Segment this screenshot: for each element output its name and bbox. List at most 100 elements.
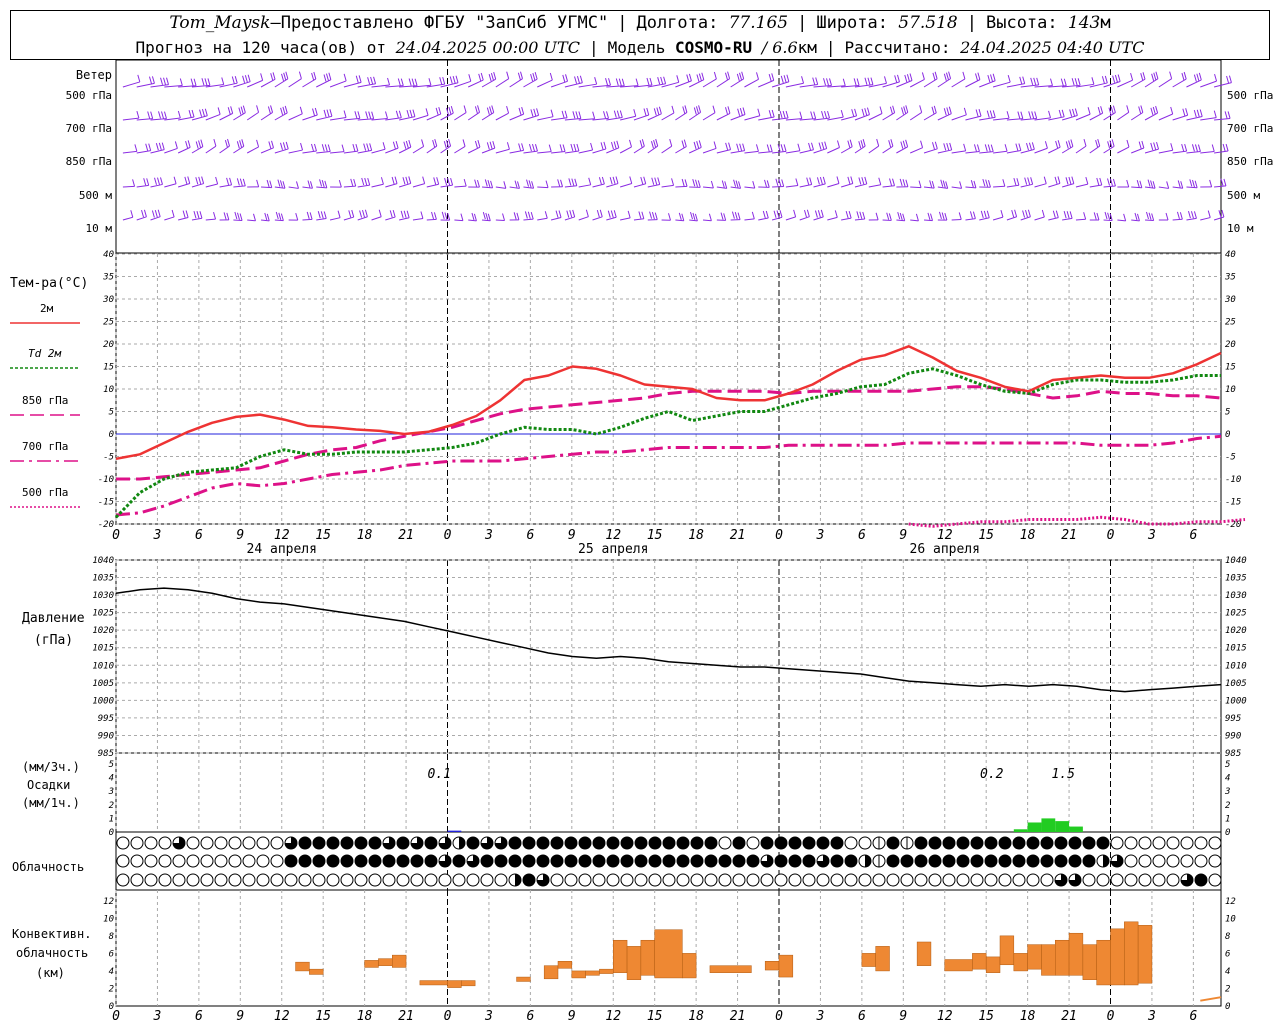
wind-barb-feather	[613, 110, 617, 118]
y-tick-right: 4	[1225, 774, 1230, 784]
cloud-circle	[914, 854, 928, 868]
wind-barb-feather	[253, 213, 256, 221]
wind-barb-feather	[607, 210, 611, 218]
wind-barb-feather	[660, 76, 664, 85]
wind-barb-feather	[408, 139, 412, 148]
wind-barb-feather	[821, 141, 825, 150]
wind-barb-feather	[859, 211, 863, 219]
wind-barb-feather	[771, 109, 775, 118]
wind-barb-feather	[731, 211, 735, 219]
wind-barb-feather	[213, 139, 217, 147]
wind-barb	[440, 112, 454, 121]
cloud-circle	[382, 854, 396, 868]
wind-barb-feather	[814, 210, 818, 218]
wind-barb-feather	[348, 210, 352, 218]
cloud-circle	[662, 873, 676, 887]
wind-barb	[399, 182, 411, 188]
wind-barb-feather	[894, 75, 898, 83]
wind-barb-feather	[285, 71, 289, 79]
hour-label-top: 6	[526, 528, 534, 543]
wind-barb-feather	[173, 176, 177, 184]
wind-barb-feather	[560, 179, 564, 187]
wind-barb-feather	[1138, 106, 1142, 114]
wind-barb-feather	[603, 141, 607, 150]
wind-barb	[730, 78, 744, 88]
wind-barb	[1144, 78, 1159, 88]
wind-barb	[702, 147, 717, 154]
wind-barb-feather	[198, 176, 202, 185]
y-tick-left: 0	[109, 828, 114, 838]
wind-barb	[1006, 216, 1017, 221]
wind-barb-feather	[193, 78, 197, 86]
wind-barb-feather	[488, 73, 492, 82]
wind-barb	[1062, 217, 1073, 221]
wind-barb	[1103, 185, 1116, 188]
wind-barb-feather	[1109, 140, 1113, 148]
wind-barb	[1089, 112, 1103, 121]
wind-barb	[1131, 219, 1140, 222]
wind-barb-feather	[682, 106, 686, 114]
wind-barb-feather	[1224, 111, 1228, 119]
cloud-circle	[830, 873, 844, 887]
wind-barb	[620, 115, 636, 121]
wind-barb-feather	[370, 76, 374, 85]
wind-barb-feather	[517, 181, 520, 189]
wind-barb-feather	[1207, 210, 1211, 218]
wind-barb-feather	[809, 177, 813, 185]
wind-barb	[412, 183, 425, 188]
wind-barb-feather	[1083, 212, 1087, 220]
wind-barb-feather	[320, 211, 324, 219]
wind-barb-feather	[337, 210, 341, 218]
cloud-circle	[606, 854, 620, 868]
wind-barb	[1117, 79, 1133, 88]
wind-barb	[841, 85, 860, 88]
wind-barb-feather	[1107, 212, 1111, 220]
wind-barb-feather	[256, 105, 260, 113]
y-tick-left: -5	[103, 453, 114, 463]
hour-label-bottom: 21	[398, 1009, 414, 1024]
wind-barb-feather	[615, 78, 619, 86]
cloud-circle	[410, 854, 424, 868]
chart-root: 0033669912121515181821210033669912121515…	[10, 59, 1273, 1024]
wind-barb	[633, 218, 644, 221]
wind-barb-feather	[530, 73, 534, 82]
wind-barb-feather	[1112, 105, 1116, 113]
wind-barb	[274, 78, 289, 88]
cloud-circle	[522, 836, 536, 850]
wind-barb-feather	[358, 75, 362, 83]
conv-bar	[778, 954, 794, 978]
y-tick-right: -15	[1225, 498, 1241, 508]
wind-barb-feather	[721, 180, 725, 188]
cloud-circle	[676, 836, 690, 850]
y-tick-right: 5	[1225, 760, 1230, 770]
precip-bar	[1055, 821, 1070, 832]
wind-barb-feather	[980, 210, 984, 219]
wind-barb	[578, 83, 597, 88]
wind-barb-feather	[161, 111, 164, 119]
wind-barb	[633, 114, 649, 121]
wind-barb-feather	[576, 143, 580, 152]
wind-barb-feather	[468, 74, 472, 82]
wind-barb-feather	[1096, 177, 1100, 186]
wind-barb-feather	[518, 143, 522, 151]
cloud-circle	[550, 873, 564, 887]
wind-barb	[1062, 84, 1081, 88]
conv-bar	[626, 946, 642, 980]
wind-barb-feather	[1095, 139, 1099, 148]
cloud-mark	[1111, 855, 1123, 867]
wind-barb-feather	[973, 144, 977, 152]
wind-barb	[343, 216, 354, 221]
cloud-circle	[298, 873, 312, 887]
wind-barb-feather	[781, 179, 785, 187]
wind-barb-feather	[277, 179, 281, 187]
wind-barb-feather	[264, 212, 268, 221]
wind-barb-feather	[941, 212, 945, 220]
conv-bar	[972, 953, 987, 970]
wind-barb	[951, 218, 962, 221]
wind-barb	[371, 148, 386, 154]
wind-barb-feather	[1043, 176, 1047, 184]
y-tick-left: 6	[109, 949, 114, 959]
wind-barb	[412, 146, 424, 154]
